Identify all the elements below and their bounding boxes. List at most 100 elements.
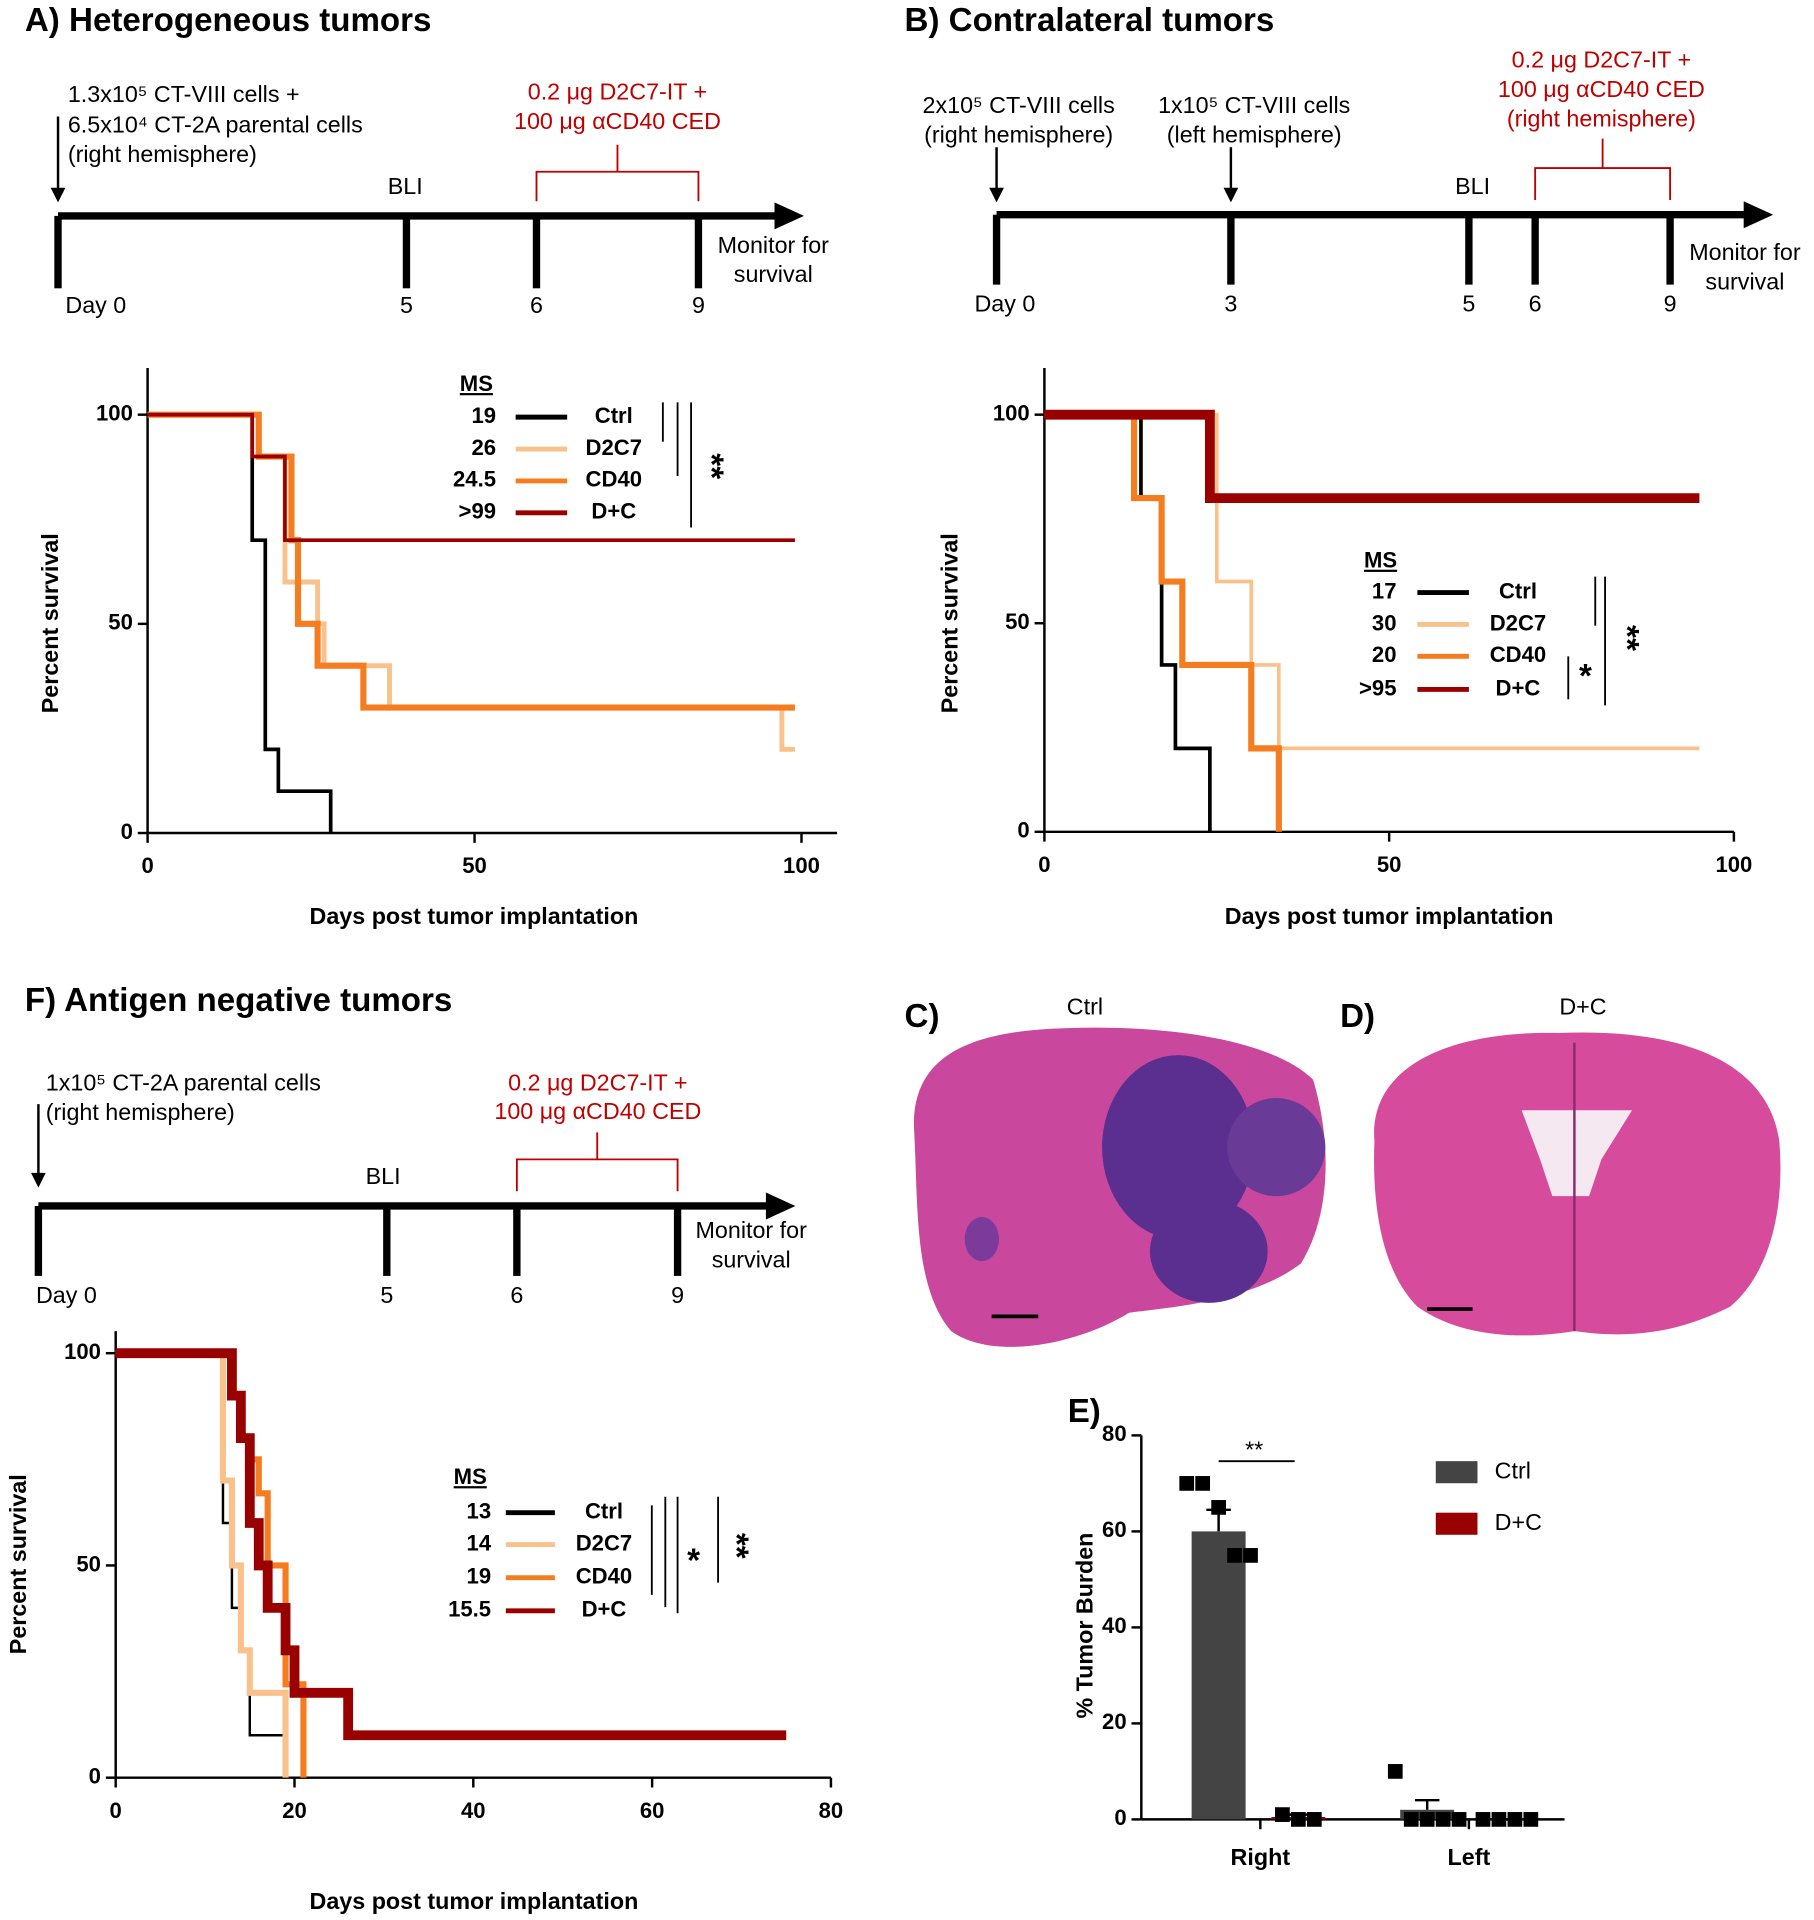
legend-median: 19 bbox=[467, 1564, 492, 1589]
legend-name: D2C7 bbox=[586, 435, 642, 460]
timeline-tick bbox=[513, 1205, 521, 1276]
day-label: 6 bbox=[1529, 291, 1542, 317]
end-text: survival bbox=[1705, 269, 1784, 295]
y-tick-label: 0 bbox=[121, 819, 133, 844]
legend-name: D2C7 bbox=[576, 1530, 632, 1555]
injection-arrowhead bbox=[50, 187, 66, 203]
timeline-arrowhead bbox=[1743, 201, 1774, 229]
survival-curve bbox=[1044, 409, 1700, 504]
data-point bbox=[1435, 1812, 1451, 1827]
timeline-tick bbox=[1227, 214, 1235, 285]
x-tick-label: 100 bbox=[1715, 852, 1752, 877]
panel-label: C) bbox=[905, 998, 940, 1035]
data-point bbox=[1291, 1812, 1306, 1827]
day-label: 5 bbox=[380, 1282, 393, 1308]
x-tick-label: 0 bbox=[110, 1798, 122, 1823]
legend-name: CD40 bbox=[1490, 642, 1546, 667]
data-point bbox=[1227, 1548, 1242, 1563]
timeline-tick bbox=[694, 215, 703, 289]
survival-curve bbox=[1044, 412, 1212, 832]
x-tick-label: 80 bbox=[819, 1798, 844, 1823]
injection-text: (left hemisphere) bbox=[1167, 121, 1342, 147]
timeline-tick bbox=[34, 1205, 43, 1276]
x-tick-label: 100 bbox=[783, 853, 820, 878]
treatment-text: 100 μg αCD40 CED bbox=[494, 1098, 701, 1124]
legend-median: >99 bbox=[459, 499, 496, 524]
legend-title: MS bbox=[460, 371, 493, 396]
histology-dc bbox=[1374, 1032, 1781, 1336]
day-label: 9 bbox=[1664, 291, 1677, 317]
x-tick-label: 20 bbox=[282, 1798, 307, 1823]
end-text: survival bbox=[734, 261, 813, 287]
legend-median: 14 bbox=[467, 1530, 492, 1555]
timeline-tick bbox=[1666, 214, 1674, 285]
data-point bbox=[1179, 1476, 1195, 1491]
data-point bbox=[1243, 1548, 1258, 1563]
panel-title: F) Antigen negative tumors bbox=[25, 982, 452, 1019]
legend-median: 15.5 bbox=[448, 1597, 491, 1622]
y-tick-label: 0 bbox=[1114, 1805, 1126, 1830]
injection-text: 6.5x10⁴ CT-2A parental cells bbox=[68, 112, 363, 138]
end-text: Monitor for bbox=[696, 1217, 808, 1243]
x-axis-label: Days post tumor implantation bbox=[310, 1888, 639, 1914]
injection-arrowhead bbox=[989, 187, 1004, 203]
timeline-tick bbox=[1465, 214, 1473, 285]
x-tick-label: Right bbox=[1231, 1844, 1291, 1870]
legend-name: D2C7 bbox=[1490, 610, 1546, 635]
day-label: 6 bbox=[530, 292, 543, 318]
survival-curve bbox=[115, 1350, 289, 1778]
survival-curve bbox=[115, 1350, 307, 1778]
treatment-text: 0.2 μg D2C7-IT + bbox=[528, 78, 707, 104]
survival-curve bbox=[147, 412, 795, 543]
y-axis-label: % Tumor Burden bbox=[1071, 1533, 1097, 1719]
timeline-arrowhead bbox=[774, 202, 804, 230]
x-tick-label: Left bbox=[1448, 1844, 1491, 1870]
treatment-bracket bbox=[535, 144, 700, 202]
y-tick-label: 40 bbox=[1102, 1613, 1127, 1638]
x-axis-label: Days post tumor implantation bbox=[310, 903, 639, 929]
day-label: 6 bbox=[510, 1282, 523, 1308]
survival-curve bbox=[115, 1348, 787, 1741]
significance: * bbox=[1579, 658, 1592, 695]
panel-label: E) bbox=[1068, 1393, 1101, 1430]
data-point bbox=[1403, 1812, 1419, 1827]
panel-title: B) Contralateral tumors bbox=[905, 2, 1275, 39]
injection-text: (right hemisphere) bbox=[68, 141, 257, 167]
timeline-tick bbox=[54, 215, 62, 289]
x-tick-label: 50 bbox=[1377, 852, 1402, 877]
timeline-tick bbox=[673, 1205, 682, 1276]
legend-median: 19 bbox=[471, 403, 496, 428]
data-point bbox=[1275, 1807, 1290, 1822]
data-point bbox=[1306, 1812, 1322, 1827]
legend-median: 17 bbox=[1372, 578, 1397, 603]
significance: ** bbox=[1608, 625, 1645, 651]
day-label: Day 0 bbox=[65, 292, 126, 318]
y-tick-label: 50 bbox=[1005, 609, 1030, 634]
injection-text: 2x10⁵ CT-VIII cells bbox=[923, 92, 1115, 118]
significance: ** bbox=[1245, 1437, 1263, 1463]
y-tick-label: 20 bbox=[1102, 1709, 1127, 1734]
legend-title: MS bbox=[1364, 548, 1397, 573]
histology-title: D+C bbox=[1559, 994, 1606, 1020]
legend-swatch bbox=[1435, 1461, 1478, 1484]
data-point bbox=[1419, 1812, 1435, 1827]
timeline-tick bbox=[402, 215, 411, 289]
treatment-text: 0.2 μg D2C7-IT + bbox=[508, 1070, 687, 1096]
survival-curve bbox=[1044, 411, 1282, 832]
survival-curve bbox=[1044, 412, 1700, 751]
injection-text: (right hemisphere) bbox=[924, 121, 1113, 147]
legend-name: Ctrl bbox=[585, 1499, 623, 1524]
legend-title: MS bbox=[454, 1464, 487, 1489]
y-tick-label: 100 bbox=[993, 400, 1030, 425]
panel-label: D) bbox=[1340, 998, 1375, 1035]
legend-median: 30 bbox=[1372, 610, 1397, 635]
timeline-arrowhead bbox=[765, 1192, 796, 1220]
data-point bbox=[1195, 1476, 1211, 1491]
data-point bbox=[1451, 1812, 1467, 1827]
legend-name: Ctrl bbox=[1495, 1457, 1531, 1483]
legend-median: 26 bbox=[471, 435, 496, 460]
legend-median: 13 bbox=[467, 1499, 492, 1524]
legend-swatch bbox=[1435, 1512, 1478, 1535]
x-tick-label: 0 bbox=[141, 853, 153, 878]
